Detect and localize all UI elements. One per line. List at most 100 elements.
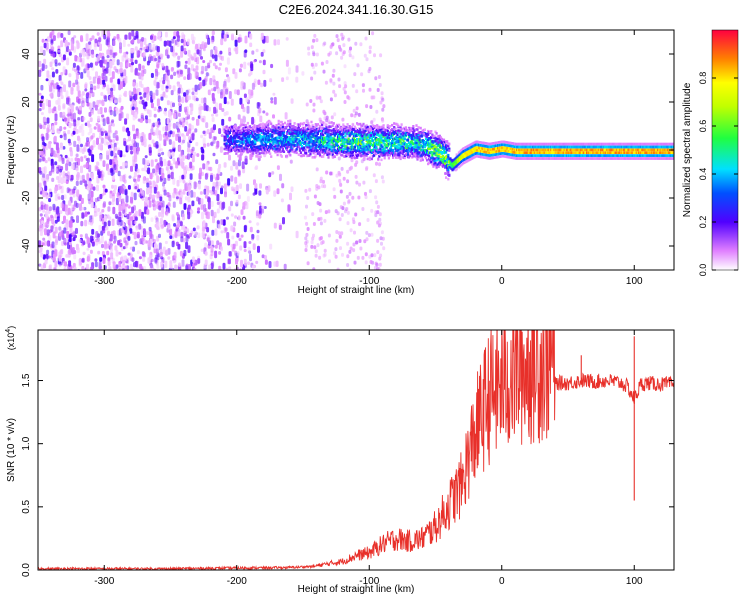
noise-cell [177, 87, 181, 94]
signal-cell [330, 121, 333, 124]
noise-cell [161, 84, 165, 91]
noise-cell [358, 239, 362, 243]
noise-cell [159, 133, 162, 141]
noise-cell [243, 61, 247, 70]
noise-cell [173, 112, 177, 119]
noise-cell [111, 174, 115, 181]
noise-cell [333, 251, 337, 256]
noise-cell [183, 39, 186, 47]
noise-cell [126, 270, 129, 275]
noise-cell [44, 222, 48, 228]
noise-cell [61, 157, 65, 164]
noise-cell [230, 175, 234, 182]
noise-cell [381, 107, 385, 112]
noise-cell [119, 242, 123, 248]
noise-cell [140, 118, 143, 123]
noise-cell [222, 219, 226, 226]
noise-cell [76, 189, 80, 198]
noise-cell [84, 219, 88, 227]
signal-cell [353, 156, 357, 160]
noise-cell [150, 217, 154, 222]
noise-cell [70, 113, 74, 120]
noise-cell [133, 153, 137, 160]
noise-cell [130, 191, 134, 198]
noise-cell [54, 161, 58, 166]
noise-cell [50, 147, 54, 156]
noise-cell [97, 109, 101, 115]
signal-cell [260, 126, 263, 130]
noise-cell [279, 173, 282, 181]
noise-cell [182, 238, 186, 243]
noise-cell [374, 195, 378, 200]
noise-cell [214, 65, 218, 70]
noise-cell [255, 211, 259, 219]
noise-cell [192, 36, 196, 41]
noise-cell [49, 93, 53, 97]
signal-cell [289, 138, 292, 141]
noise-cell [78, 239, 82, 243]
noise-cell [48, 234, 52, 242]
noise-cell [370, 119, 374, 124]
noise-cell [244, 49, 248, 53]
noise-cell [101, 209, 105, 213]
noise-cell [190, 190, 194, 198]
signal-cell [386, 124, 389, 127]
noise-cell [75, 106, 79, 111]
noise-cell [138, 223, 142, 230]
noise-cell [332, 89, 336, 94]
noise-cell [194, 57, 198, 63]
noise-cell [86, 237, 90, 244]
signal-cell [308, 141, 311, 144]
noise-cell [208, 132, 212, 139]
noise-cell [213, 124, 216, 131]
noise-cell [357, 195, 361, 200]
noise-cell [112, 123, 115, 127]
noise-cell [153, 130, 157, 136]
noise-cell [50, 82, 53, 86]
noise-cell [63, 194, 67, 200]
noise-cell [102, 118, 106, 127]
noise-cell [143, 37, 147, 45]
noise-cell [180, 50, 184, 58]
noise-cell [146, 60, 150, 66]
noise-cell [258, 107, 262, 114]
noise-cell [171, 214, 175, 220]
noise-cell [51, 270, 54, 276]
noise-cell [353, 72, 357, 77]
noise-cell [155, 254, 158, 260]
noise-cell [284, 112, 288, 120]
noise-cell [38, 123, 42, 128]
noise-cell [41, 156, 45, 162]
noise-cell [208, 106, 211, 112]
noise-cell [112, 194, 116, 202]
signal-cell [279, 132, 282, 135]
noise-cell [329, 44, 333, 49]
noise-cell [155, 141, 159, 149]
noise-cell [133, 192, 137, 201]
noise-cell [124, 242, 128, 249]
noise-cell [201, 232, 205, 239]
signal-cell [406, 153, 410, 156]
noise-cell [375, 200, 379, 205]
noise-cell [167, 174, 171, 179]
noise-cell [185, 186, 189, 192]
noise-cell [265, 112, 269, 116]
noise-cell [260, 32, 264, 40]
noise-cell [39, 45, 43, 53]
noise-cell [347, 37, 351, 42]
noise-cell [218, 200, 222, 209]
noise-cell [377, 75, 381, 79]
noise-cell [71, 104, 74, 113]
noise-cell [103, 221, 107, 228]
noise-cell [210, 127, 214, 133]
noise-cell [110, 167, 114, 173]
noise-cell [67, 30, 71, 36]
signal-cell [305, 149, 308, 153]
noise-cell [163, 177, 167, 185]
noise-cell [236, 251, 240, 256]
noise-cell [150, 56, 154, 62]
noise-cell [65, 211, 68, 215]
noise-cell [322, 109, 326, 114]
noise-cell [351, 55, 355, 60]
noise-cell [187, 67, 191, 75]
